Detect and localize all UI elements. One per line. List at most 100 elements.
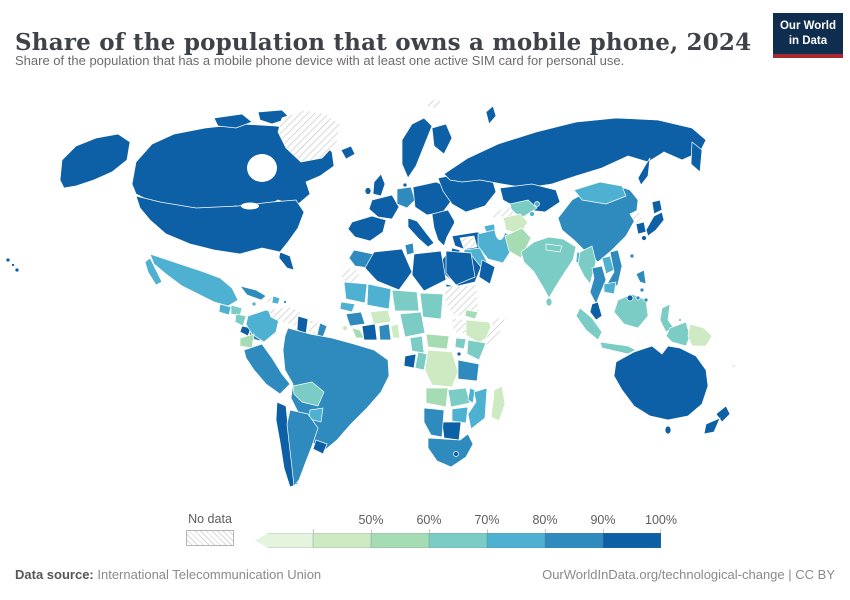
country-morocco[interactable] bbox=[348, 249, 374, 269]
country-iceland[interactable] bbox=[340, 145, 356, 160]
country-tajikistan[interactable] bbox=[529, 211, 535, 217]
country-japan[interactable] bbox=[651, 199, 663, 215]
country-kenya[interactable] bbox=[466, 339, 487, 361]
legend-bin-40-50[interactable]: 50% bbox=[312, 513, 384, 548]
country-india[interactable] bbox=[520, 236, 577, 299]
country-malaysia[interactable] bbox=[589, 301, 603, 321]
country-mongolia[interactable] bbox=[573, 181, 627, 205]
legend-bin-90-100[interactable]: 100% bbox=[602, 513, 677, 548]
country-cote-divoire[interactable] bbox=[361, 323, 378, 341]
country-svalbard[interactable] bbox=[423, 98, 445, 110]
country-italy[interactable] bbox=[407, 217, 435, 248]
region-central-europe[interactable] bbox=[412, 181, 453, 216]
country-spain[interactable] bbox=[347, 215, 387, 242]
country-philippines[interactable] bbox=[639, 287, 645, 293]
country-thailand[interactable] bbox=[589, 265, 607, 305]
country-puerto-rico[interactable] bbox=[283, 300, 287, 304]
country-tunisia[interactable] bbox=[404, 242, 415, 256]
country-philippines[interactable] bbox=[635, 295, 641, 301]
country-russia[interactable] bbox=[443, 117, 707, 189]
country-botswana[interactable] bbox=[441, 421, 462, 441]
country-nigeria[interactable] bbox=[399, 311, 426, 338]
footer-link[interactable]: OurWorldInData.org/technological-change bbox=[542, 567, 785, 582]
country-canada[interactable] bbox=[213, 113, 253, 129]
country-united-states[interactable] bbox=[5, 257, 11, 263]
country-uruguay[interactable] bbox=[312, 439, 328, 455]
region-pacific-islands[interactable] bbox=[721, 355, 727, 361]
country-mozambique[interactable] bbox=[467, 387, 488, 430]
country-cameroon[interactable] bbox=[409, 335, 425, 354]
country-suriname[interactable] bbox=[307, 319, 319, 336]
country-south-africa[interactable] bbox=[427, 433, 474, 468]
country-lesotho[interactable] bbox=[453, 451, 459, 457]
country-russia[interactable] bbox=[637, 157, 651, 186]
country-brunei[interactable] bbox=[626, 294, 634, 302]
country-guinea[interactable] bbox=[345, 311, 366, 327]
country-somalia[interactable] bbox=[485, 313, 508, 349]
country-jamaica[interactable] bbox=[251, 301, 257, 307]
country-indonesia[interactable] bbox=[599, 341, 637, 355]
country-mali[interactable] bbox=[366, 283, 392, 310]
country-new-zealand[interactable] bbox=[703, 417, 721, 435]
country-ireland[interactable] bbox=[364, 187, 372, 195]
country-gabon[interactable] bbox=[403, 353, 417, 369]
country-nicaragua[interactable] bbox=[234, 313, 247, 327]
country-united-states[interactable] bbox=[11, 263, 15, 267]
country-united-states[interactable] bbox=[14, 267, 20, 273]
country-australia[interactable] bbox=[664, 425, 672, 435]
country-united-states[interactable] bbox=[278, 251, 295, 271]
country-peru[interactable] bbox=[243, 343, 291, 395]
country-libya[interactable] bbox=[411, 250, 447, 292]
legend-bin-lt40[interactable]: 40% bbox=[255, 533, 313, 548]
country-cambodia[interactable] bbox=[603, 281, 617, 295]
country-norway[interactable] bbox=[401, 117, 433, 179]
country-myanmar[interactable] bbox=[577, 245, 597, 285]
country-french-guiana[interactable] bbox=[316, 322, 328, 338]
country-sierra-leone[interactable] bbox=[342, 325, 348, 331]
country-egypt[interactable] bbox=[445, 250, 476, 286]
country-denmark[interactable] bbox=[402, 182, 408, 188]
country-ghana[interactable] bbox=[378, 323, 392, 341]
country-philippines[interactable] bbox=[635, 269, 647, 285]
country-kyrgyzstan[interactable] bbox=[534, 201, 540, 207]
country-russia[interactable] bbox=[690, 141, 703, 173]
country-russia[interactable] bbox=[485, 105, 497, 125]
country-oman[interactable] bbox=[478, 259, 496, 285]
country-angola[interactable] bbox=[425, 387, 449, 408]
owid-logo[interactable]: Our World in Data bbox=[772, 13, 843, 58]
country-philippines[interactable] bbox=[643, 297, 649, 303]
country-mauritania[interactable] bbox=[343, 281, 368, 304]
country-united-kingdom[interactable] bbox=[372, 173, 386, 197]
country-finland[interactable] bbox=[431, 123, 453, 155]
country-cuba[interactable] bbox=[239, 285, 267, 301]
country-niger[interactable] bbox=[391, 289, 420, 312]
country-greenland[interactable] bbox=[277, 109, 341, 163]
region-pacific-islands[interactable] bbox=[731, 363, 737, 369]
country-japan[interactable] bbox=[641, 235, 647, 241]
country-western-sahara[interactable] bbox=[340, 267, 362, 285]
country-namibia[interactable] bbox=[423, 407, 445, 438]
country-zimbabwe[interactable] bbox=[451, 406, 469, 424]
country-benin[interactable] bbox=[390, 323, 401, 339]
country-tanzania[interactable] bbox=[457, 359, 480, 382]
country-mexico[interactable] bbox=[144, 257, 163, 286]
country-syria[interactable] bbox=[459, 235, 478, 250]
country-north-korea[interactable] bbox=[629, 209, 643, 225]
legend-bin-50-60[interactable]: 60% bbox=[370, 513, 442, 548]
region-balkans[interactable] bbox=[431, 209, 456, 247]
no-data-swatch[interactable] bbox=[186, 530, 234, 546]
legend-bin-60-70[interactable]: 70% bbox=[428, 513, 500, 548]
country-venezuela[interactable] bbox=[267, 306, 304, 327]
country-france[interactable] bbox=[368, 194, 400, 220]
country-burkina-faso[interactable] bbox=[369, 309, 392, 325]
legend-bin-80-90[interactable]: 90% bbox=[544, 513, 616, 548]
country-central-african-republic[interactable] bbox=[425, 333, 450, 350]
country-japan[interactable] bbox=[645, 211, 665, 237]
country-chad[interactable] bbox=[419, 292, 444, 320]
country-uganda[interactable] bbox=[454, 337, 467, 350]
country-australia[interactable] bbox=[613, 345, 709, 421]
country-united-states[interactable] bbox=[59, 133, 131, 189]
country-rwanda[interactable] bbox=[456, 351, 462, 357]
country-indonesia[interactable] bbox=[613, 293, 649, 329]
country-bolivia[interactable] bbox=[292, 381, 325, 407]
